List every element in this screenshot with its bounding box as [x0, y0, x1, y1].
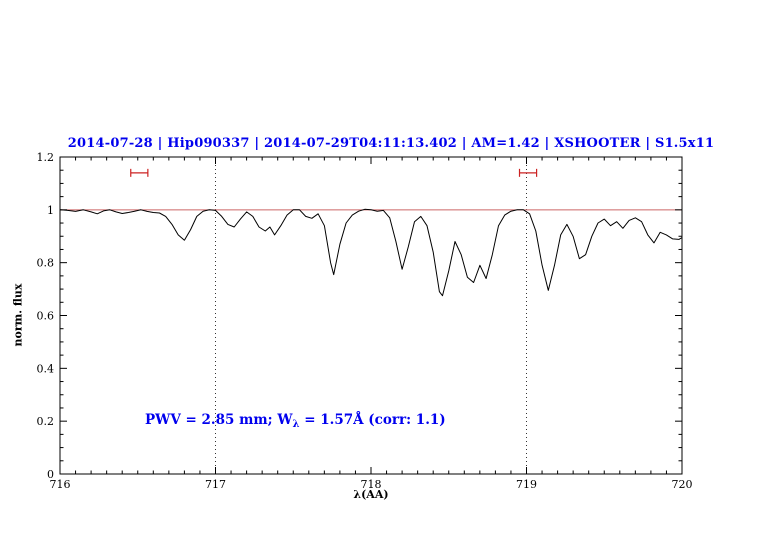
- y-tick-label: 0.8: [37, 257, 55, 270]
- y-tick-label: 0.4: [37, 362, 55, 375]
- annotation-pre: PWV = 2.85 mm; W: [145, 412, 293, 428]
- x-tick-label: 716: [50, 478, 71, 491]
- x-tick-label: 720: [672, 478, 693, 491]
- pwv-annotation: PWV = 2.85 mm; Wλ = 1.57Å (corr: 1.1): [145, 412, 446, 430]
- x-tick-label: 718: [361, 478, 382, 491]
- x-tick-label: 717: [205, 478, 226, 491]
- x-axis-label: λ(AA): [353, 488, 389, 501]
- plot-title: 2014-07-28 | Hip090337 | 2014-07-29T04:1…: [67, 136, 715, 151]
- spectrum-line: [59, 208, 683, 297]
- annotation-post: = 1.57Å (corr: 1.1): [299, 412, 446, 428]
- y-axis-label: norm. flux: [11, 283, 25, 347]
- y-tick-label: 1.2: [37, 151, 55, 164]
- y-tick-label: 0.6: [37, 310, 55, 323]
- y-tick-label: 0.2: [37, 415, 55, 428]
- y-tick-label: 0: [47, 468, 54, 481]
- x-tick-label: 719: [516, 478, 537, 491]
- annotation-sub: λ: [292, 419, 300, 430]
- y-tick-label: 1: [47, 204, 54, 217]
